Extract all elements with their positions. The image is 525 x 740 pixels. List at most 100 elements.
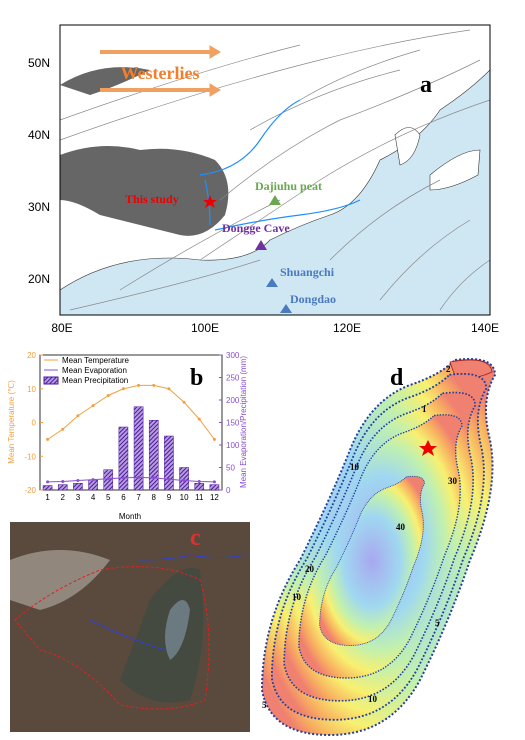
y2-tick-label: 50: [226, 464, 235, 473]
y-tick-label: 10: [27, 385, 36, 394]
panel-label: d: [390, 365, 404, 391]
y2-tick-label: 100: [226, 441, 240, 450]
contour-label: 10: [292, 592, 302, 602]
y-tick-label: 20: [27, 351, 36, 360]
point: [76, 479, 80, 483]
site-label: Dongge Cave: [222, 221, 290, 235]
x-tick-label: 8: [152, 493, 157, 502]
point: [61, 479, 65, 483]
contour-labels: 2 1 10 30 40 20 5 10 5 10: [262, 364, 458, 710]
site-marker: [255, 240, 267, 250]
point: [46, 480, 50, 484]
map-ticks: 50N 40N 30N 20N 80E 100E 120E 140E: [28, 56, 499, 335]
point: [61, 427, 65, 431]
line: [47, 476, 215, 483]
lon-tick: 140E: [471, 321, 499, 335]
bar: [73, 483, 83, 491]
contour-label: 20: [305, 564, 315, 574]
x-tick-label: 12: [210, 493, 219, 502]
legend-swatch: [43, 376, 59, 385]
x-tick-label: 3: [76, 493, 81, 502]
point: [167, 387, 171, 391]
panel-label: c: [190, 525, 201, 551]
point: [137, 475, 141, 479]
bar: [209, 484, 220, 491]
site-marker: [266, 278, 278, 287]
y-tick-label: -10: [24, 452, 36, 461]
map-a: [60, 25, 490, 315]
site-label: Dajiuhu peat: [255, 179, 322, 193]
lon-tick: 80E: [51, 321, 72, 335]
bar: [194, 483, 205, 491]
streamlines: [60, 29, 490, 311]
lat-tick: 30N: [28, 200, 50, 214]
point: [106, 394, 110, 397]
lat-tick: 50N: [28, 56, 50, 70]
lat-tick: 20N: [28, 272, 50, 286]
bar: [133, 406, 144, 491]
point: [76, 414, 80, 418]
lon-tick: 120E: [333, 321, 361, 335]
y2-tick-label: 250: [226, 374, 240, 383]
point: [121, 387, 125, 391]
y-tick-label: -20: [24, 486, 36, 495]
bar: [118, 426, 129, 491]
map-frame: [59, 24, 491, 316]
x-tick-label: 10: [180, 493, 189, 502]
point: [91, 478, 95, 482]
bar: [148, 420, 159, 491]
panel-label: a: [420, 72, 432, 98]
legend-label: Mean Temperature: [62, 356, 130, 365]
x-axis-title: Month: [119, 512, 141, 521]
point: [91, 404, 95, 408]
bar: [57, 484, 68, 491]
site-label: Dongdao: [290, 292, 336, 306]
panel-label: b: [190, 365, 203, 391]
contour-label: 2: [446, 364, 451, 374]
contour-label: 1: [422, 404, 427, 414]
x-tick-label: 4: [91, 493, 96, 502]
bar: [164, 435, 174, 491]
site-marker: [269, 195, 281, 205]
y2-tick-label: 150: [226, 419, 240, 428]
x-tick-label: 9: [167, 493, 172, 502]
contour-label: 30: [448, 476, 458, 486]
point: [152, 476, 156, 480]
bar: [42, 485, 53, 491]
point: [121, 476, 125, 480]
site-label: Shuangchi: [280, 265, 335, 279]
x-tick-label: 5: [106, 493, 111, 502]
point: [182, 400, 186, 404]
x-tick-label: 6: [121, 493, 126, 502]
point: [197, 479, 201, 483]
y2-tick-label: 200: [226, 396, 240, 405]
site-star: [203, 195, 217, 208]
x-tick-label: 11: [195, 493, 204, 502]
y2-tick-label: 300: [226, 351, 240, 360]
y-tick-label: 0: [32, 419, 37, 428]
point: [212, 480, 216, 484]
site-star: [419, 440, 437, 456]
point: [152, 383, 156, 387]
y2-axis-title: Mean Evaporation/Precipitation (mm): [239, 356, 248, 488]
site-label: This study: [125, 192, 179, 206]
legend-label: Mean Evaporation: [62, 366, 127, 375]
site-marker: [280, 304, 292, 313]
contour-label: 5: [262, 700, 267, 710]
bar: [179, 467, 189, 491]
contour-label: 40: [396, 522, 406, 532]
tibetan-plateau: [60, 146, 229, 236]
y2-tick-label: 0: [226, 486, 231, 495]
point: [197, 417, 201, 421]
point: [137, 383, 141, 387]
y-axis-title: Mean Temperature (℃): [7, 380, 16, 464]
contour-label: 5: [435, 618, 440, 628]
bathymetry-map: d 2 1 10 30 40 20 5 10 5 10: [260, 358, 497, 737]
contour-label: 10: [350, 462, 360, 472]
legend-label: Mean Precipitation: [62, 376, 128, 385]
point: [167, 477, 171, 481]
satellite-image: c: [10, 522, 250, 732]
point: [182, 479, 186, 483]
